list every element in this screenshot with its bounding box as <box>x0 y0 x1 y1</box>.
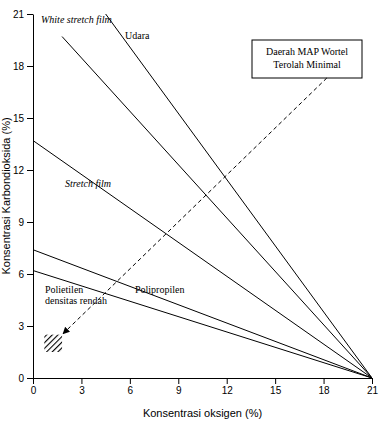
x-tick-label: 18 <box>319 385 331 396</box>
y-tick-label: 15 <box>13 113 25 124</box>
y-tick: 6 <box>18 269 33 280</box>
y-tick-mark <box>27 274 33 275</box>
series-line <box>33 141 372 378</box>
x-tick-label: 15 <box>270 385 282 396</box>
y-tick-mark <box>27 222 33 223</box>
plot: 0 3 6 9 12 15 18 21 0 3 6 9 12 15 18 21 <box>13 9 379 396</box>
annotation-arrow <box>63 78 327 334</box>
x-tick-label: 21 <box>367 385 379 396</box>
y-axis: 0 3 6 9 12 15 18 21 <box>13 9 34 384</box>
series-label: Polipropilen <box>135 284 184 295</box>
marks <box>33 14 372 378</box>
y-tick-label: 6 <box>18 269 24 280</box>
series-label: Udara <box>125 30 150 41</box>
x-tick-mark <box>227 378 228 384</box>
x-tick: 9 <box>176 378 182 396</box>
x-tick-mark <box>33 378 34 384</box>
y-tick-mark <box>27 378 33 379</box>
x-tick-mark <box>372 378 373 384</box>
series-line <box>62 37 372 378</box>
x-tick: 12 <box>222 378 234 396</box>
y-tick: 9 <box>18 217 33 228</box>
series-line <box>33 271 372 378</box>
x-tick-label: 9 <box>176 385 182 396</box>
series-label: Polietilendensitas rendah <box>45 284 107 306</box>
x-tick-label: 3 <box>79 385 85 396</box>
x-tick: 15 <box>270 378 282 396</box>
y-tick: 18 <box>13 61 33 72</box>
annotation: Daerah MAP WortelTerolah Minimal <box>266 46 348 70</box>
series-label: White stretch film <box>41 14 112 25</box>
x-axis-title: Konsentrasi oksigen (%) <box>143 407 262 419</box>
y-tick-mark <box>27 118 33 119</box>
x-tick-mark <box>130 378 131 384</box>
y-tick-label: 21 <box>13 9 25 20</box>
y-axis-title: Konsentrasi Karbondioksida (%) <box>0 117 12 274</box>
y-tick: 3 <box>18 321 33 332</box>
y-tick-label: 0 <box>18 373 24 384</box>
x-axis: 0 3 6 9 12 15 18 21 <box>31 378 379 396</box>
y-tick-label: 3 <box>18 321 24 332</box>
y-tick-mark <box>27 14 33 15</box>
y-tick-label: 12 <box>13 165 25 176</box>
x-tick-mark <box>324 378 325 384</box>
x-tick-mark <box>81 378 82 384</box>
x-tick-label: 12 <box>222 385 234 396</box>
x-axis-line <box>34 378 373 379</box>
chart: 0 3 6 9 12 15 18 21 0 3 6 9 12 15 18 21 Konsentrasi oksi… <box>0 0 382 431</box>
y-tick-mark <box>27 66 33 67</box>
annotation-box <box>252 40 362 78</box>
x-tick-mark <box>178 378 179 384</box>
y-tick: 0 <box>18 373 33 384</box>
y-tick-mark <box>27 170 33 171</box>
x-tick-label: 0 <box>31 385 37 396</box>
x-tick: 0 <box>31 378 37 396</box>
x-tick: 3 <box>79 378 85 396</box>
x-tick-mark <box>275 378 276 384</box>
y-tick-mark <box>27 326 33 327</box>
y-tick: 21 <box>13 9 33 20</box>
y-axis-line <box>33 15 34 379</box>
map-region <box>44 335 62 352</box>
x-tick: 21 <box>367 378 379 396</box>
y-tick: 15 <box>13 113 33 124</box>
x-tick-label: 6 <box>128 385 134 396</box>
x-tick: 6 <box>128 378 134 396</box>
x-tick: 18 <box>319 378 331 396</box>
y-tick-label: 9 <box>18 217 24 228</box>
y-tick: 12 <box>13 165 33 176</box>
series-line <box>106 14 372 378</box>
series-label: Stretch film <box>65 178 111 189</box>
y-tick-label: 18 <box>13 61 25 72</box>
